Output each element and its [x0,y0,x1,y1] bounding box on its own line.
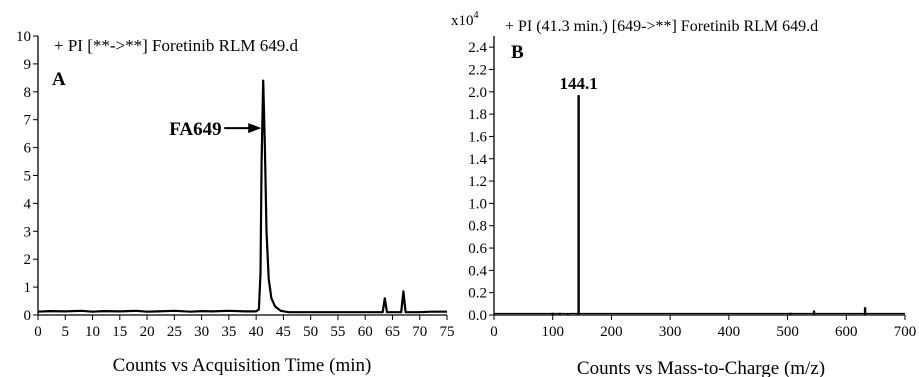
panel-b-label: B [511,42,524,63]
panel-b-x-tick-label: 400 [718,324,741,340]
panel-a-x-tick-label: 5 [62,324,70,340]
panel-b-axis-multiplier-exponent: 4 [474,10,479,21]
panel-b-ticks: 0 100 200 300 400 500 600 700 0.0 0.2 0.4 0.6 0.8 1.0… [468,40,916,340]
panel-b-y-tick-label: 2.2 [468,62,487,78]
panel-a-y-tick-label: 2 [24,252,32,268]
panel-a-x-tick-label: 40 [249,324,264,340]
panel-a-x-tick-label: 0 [34,324,42,340]
panel-b-y-tick-label: 0.6 [468,241,487,257]
panel-b-y-tick-label: 2.0 [468,85,487,101]
panel-b-x-tick-label: 100 [541,324,564,340]
panel-b-x-tick-label: 700 [894,324,917,340]
panel-a-ticks: 0 5 10 15 20 25 30 35 40 45 50 55 60 65 70 750123456789… [16,29,455,340]
panel-a-x-tick-label: 65 [385,324,400,340]
panel-a-y-tick-label: 10 [16,29,31,45]
panel-b-y-tick-label: 1.6 [468,129,487,145]
panel-a-y-tick-label: 9 [24,57,32,73]
panel-a-axes [37,36,447,316]
panel-b-y-tick-label: 1.8 [468,107,487,123]
panel-b-y-tick-label: 0.2 [468,286,487,302]
panel-b-title: + PI (41.3 min.) [649->**] Foretinib RLM… [505,18,818,35]
panel-a-y-tick-label: 1 [24,280,32,296]
panel-b-axis-multiplier: x104 [451,10,479,29]
panel-b-annotations: 144.1 [559,74,597,93]
panel-a-x-tick-label: 55 [330,324,345,340]
panel-a-x-tick-label: 25 [167,324,182,340]
panel-a-y-tick-label: 4 [24,196,32,212]
panel-b-y-tick-label: 2.4 [468,40,487,56]
panel-a-plot [37,79,447,314]
panel-a: + PI [**->**] Foretinib RLM 649.d A 0 5 10… [16,29,455,376]
panel-a-x-tick-label: 60 [358,324,373,340]
panel-b-y-tick-label: 1.2 [468,174,487,190]
panel-a-y-tick-label: 0 [24,308,32,324]
panel-a-title: + PI [**->**] Foretinib RLM 649.d [54,36,298,55]
panel-a-trace-line [37,79,447,314]
panel-b-x-tick-label: 600 [835,324,858,340]
panel-b-plot [494,95,905,315]
panel-a-x-tick-label: 70 [412,324,427,340]
panel-b-axes [493,36,905,316]
panel-a-x-tick-label: 50 [303,324,318,340]
panel-a-y-tick-label: 8 [24,85,32,101]
panel-b: x104 + PI (41.3 min.) [649->**] Foretini… [451,10,916,377]
panel-b-x-axis-label: Counts vs Mass-to-Charge (m/z) [577,358,825,377]
panel-b-y-tick-label: 1.4 [468,152,487,168]
panel-a-y-tick-label: 3 [24,224,32,240]
panel-b-y-tick-label: 0.8 [468,219,487,235]
panel-b-x-tick-label: 0 [490,324,498,340]
panel-a-x-tick-label: 75 [440,324,455,340]
panel-a-x-tick-label: 20 [140,324,155,340]
panel-a-x-tick-label: 30 [194,324,209,340]
panel-a-x-tick-label: 10 [85,324,100,340]
panel-a-y-tick-label: 6 [24,141,32,157]
panel-b-x-tick-label: 500 [776,324,799,340]
panel-a-x-tick-label: 15 [112,324,127,340]
panel-a-y-tick-label: 5 [24,169,32,185]
panel-a-annotations: FA649 [169,119,262,140]
panel-b-x-tick-label: 300 [659,324,682,340]
panel-b-y-tick-label: 0.4 [468,263,487,279]
panel-a-annotation-arrow-head [248,123,262,134]
panel-b-y-tick-label: 0.0 [468,308,487,324]
panel-a-x-tick-label: 45 [276,324,291,340]
panel-a-annotation-label: FA649 [169,119,221,140]
panel-a-x-tick-label: 35 [221,324,236,340]
panel-b-x-tick-label: 200 [600,324,623,340]
panel-b-axis-multiplier-base: x10 [451,13,474,29]
panel-a-x-axis-label: Counts vs Acquisition Time (min) [113,355,372,376]
panel-a-label: A [52,69,66,90]
panel-b-y-tick-label: 1.0 [468,196,487,212]
panel-b-peak-label: 144.1 [559,74,597,93]
panel-a-y-tick-label: 7 [24,113,32,129]
